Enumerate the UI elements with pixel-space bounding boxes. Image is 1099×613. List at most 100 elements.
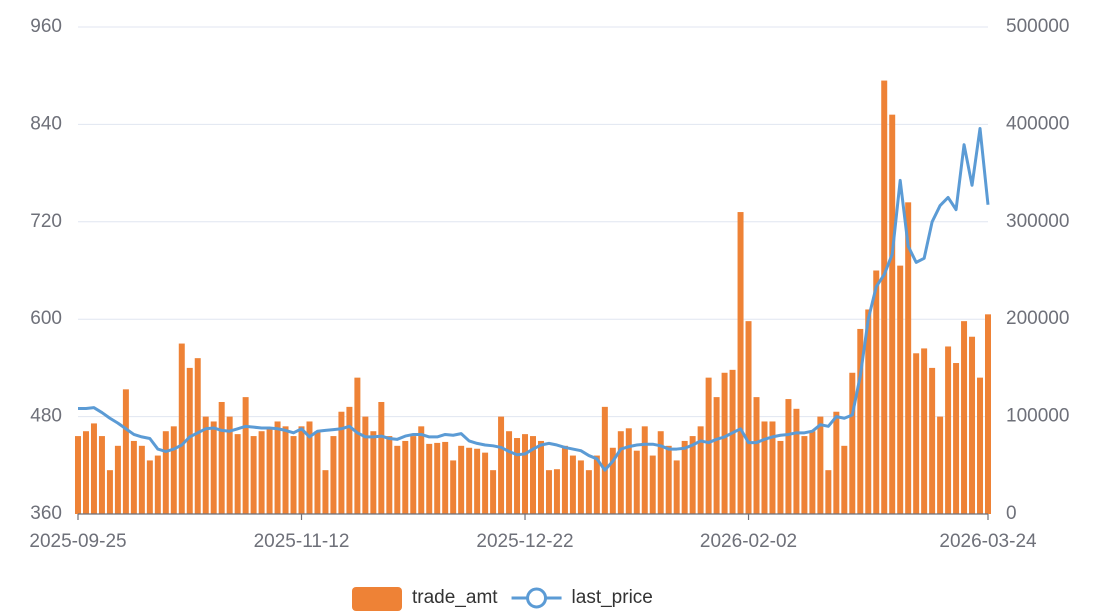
bar [346,406,353,514]
y2-tick-label: 400000 [1006,113,1069,134]
bar [545,470,552,514]
bar [386,436,393,514]
bar [961,321,968,514]
bar [713,397,720,514]
bar [170,426,177,514]
bar [857,328,864,514]
bar [202,416,209,514]
bar [442,441,449,514]
bar [522,434,529,514]
bar [865,309,872,514]
bar [833,411,840,514]
bar [210,421,217,514]
bar [873,270,880,514]
bar [537,440,544,514]
bar [362,416,369,514]
bar [490,470,497,514]
legend-label: trade_amt [412,587,498,608]
bar [649,455,656,514]
bar [697,426,704,514]
bar [306,421,313,514]
bar [849,372,856,514]
bar [945,346,952,514]
bar [561,445,568,514]
bar [482,452,489,514]
bar [378,401,385,514]
bar [617,431,624,514]
bar [114,445,121,514]
bar [474,448,481,514]
legend-label: last_price [572,587,653,608]
bar [394,445,401,514]
bar [82,431,89,514]
bar [841,445,848,514]
bar [242,397,249,514]
bar [881,80,888,514]
y-tick-label: 600 [30,308,62,329]
bar [777,440,784,514]
bar [889,114,896,514]
bar [769,421,776,514]
bar [498,416,505,514]
x-tick-label: 2025-11-12 [254,531,350,552]
legend-marker [526,587,548,609]
bar [953,363,960,514]
bar [354,377,361,514]
bar [90,423,97,514]
bar [737,212,744,514]
bar [793,408,800,514]
bar [314,431,321,514]
bar [106,470,113,514]
bar [122,389,129,514]
bar [785,399,792,514]
bar [761,421,768,514]
bar [601,406,608,514]
bar [402,440,409,514]
x-tick-label: 2026-03-24 [939,531,1037,552]
bar [186,367,193,514]
bar [434,442,441,514]
bar [234,434,241,514]
bar [625,428,632,514]
bar [450,460,457,514]
bar [98,436,105,514]
legend-swatch [352,587,402,611]
bar [817,416,824,514]
bar [569,455,576,514]
bar [506,431,513,514]
bar [194,358,201,514]
bar [657,431,664,514]
bar [665,445,672,514]
x-tick-label: 2025-12-22 [476,531,573,552]
bar [929,367,936,514]
bar [553,469,560,514]
y-tick-label: 480 [30,406,62,427]
bar [298,426,305,514]
y-tick-label: 360 [30,503,62,524]
bar [921,348,928,514]
x-tick-label: 2025-09-25 [29,531,126,552]
bar [745,321,752,514]
bar [753,397,760,514]
bar [913,353,920,514]
bar [162,431,169,514]
y-tick-label: 960 [30,16,62,37]
bar [705,377,712,514]
bar [138,445,145,514]
y-tick-label: 840 [30,113,62,134]
bar [146,460,153,514]
y2-tick-label: 500000 [1006,16,1069,37]
bar [633,450,640,514]
bar [322,470,329,514]
y2-tick-label: 300000 [1006,211,1069,232]
bar [897,265,904,514]
y2-tick-label: 0 [1006,503,1017,524]
bar [282,426,289,514]
bar [689,436,696,514]
bar [825,470,832,514]
bar [585,470,592,514]
bar [801,436,808,514]
bar [937,416,944,514]
bar [130,440,137,514]
